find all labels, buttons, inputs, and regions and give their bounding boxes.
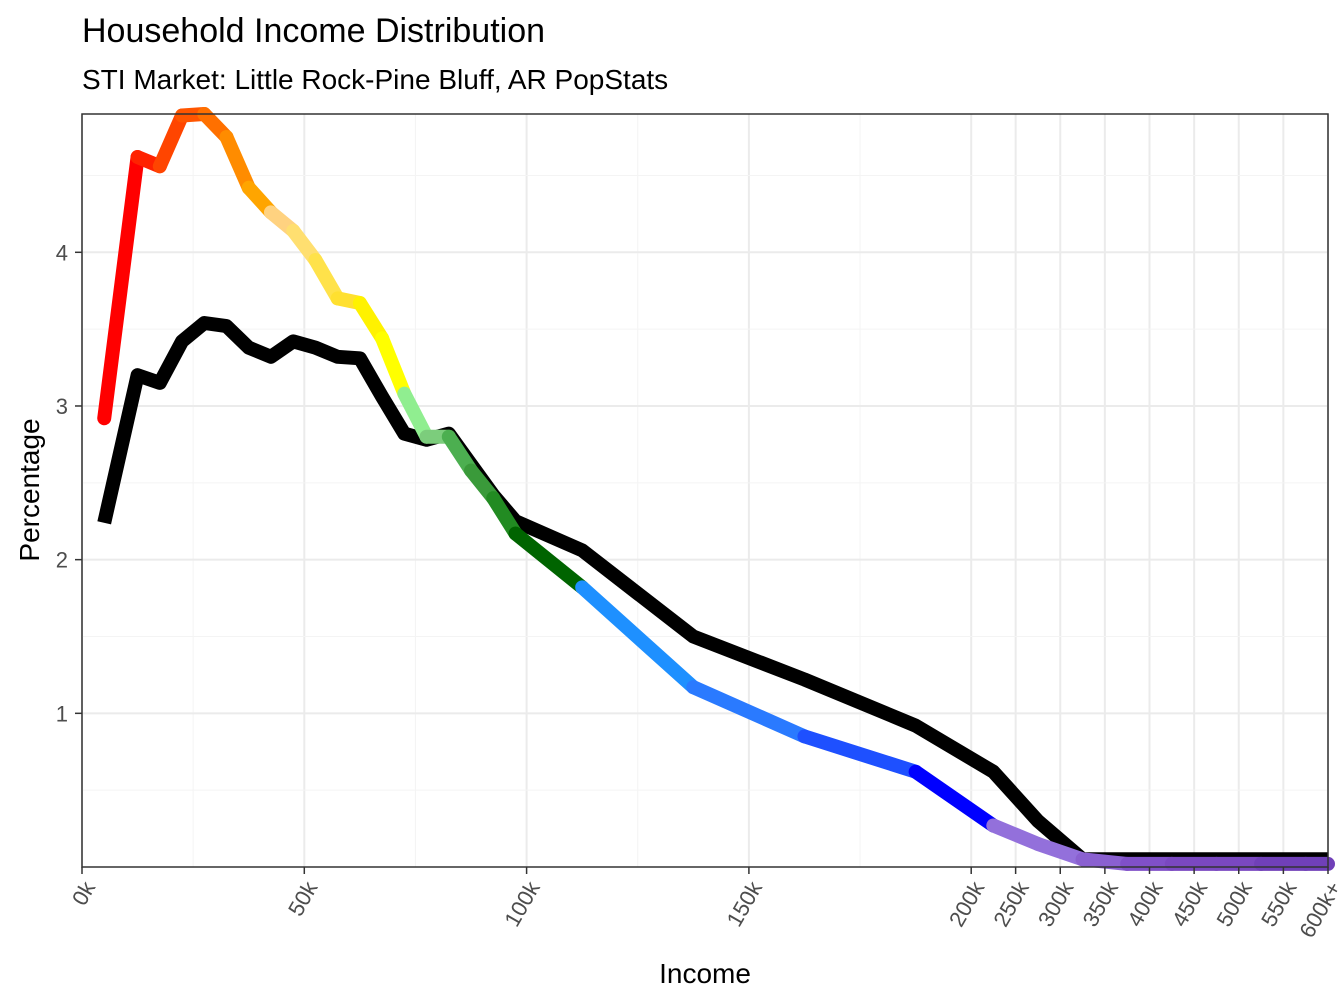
series-segment (986, 818, 1045, 851)
x-tick-label: 50k (283, 876, 323, 920)
x-tick-label: 300k (1033, 876, 1079, 931)
y-tick-label: 2 (56, 548, 68, 573)
chart-title: Household Income Distribution (82, 12, 546, 50)
series-segment (908, 764, 1001, 833)
x-tick-label: 250k (988, 876, 1034, 931)
series-segment (375, 331, 412, 401)
series-layer (97, 107, 1335, 871)
x-tick-label: 100k (499, 876, 545, 931)
series-segment (508, 526, 590, 595)
x-axis-label: Income (659, 958, 751, 989)
y-tick-label: 1 (56, 701, 68, 726)
series-segment (152, 108, 190, 174)
series-segment (686, 680, 812, 744)
x-tick-label: 450k (1167, 876, 1213, 931)
x-tick-label: 550k (1256, 876, 1302, 931)
x-tick-label: 350k (1078, 876, 1124, 931)
series-segment (1030, 836, 1090, 867)
series-segment (397, 386, 434, 444)
x-tick-label: 600k+ (1294, 877, 1344, 942)
x-tick-label: 500k (1211, 876, 1257, 931)
series-segment (797, 729, 923, 779)
series-segment (219, 130, 256, 195)
x-tick-label: 0k (67, 876, 101, 909)
plot-border (81, 113, 1329, 868)
series-segment (308, 252, 345, 306)
series-segment (575, 580, 701, 695)
x-tick-label: 150k (722, 876, 768, 931)
x-tick-label: 400k (1122, 876, 1168, 931)
x-tick-label: 200k (944, 876, 990, 931)
y-tick-label: 3 (56, 394, 68, 419)
grid-layer (81, 114, 1329, 867)
series-line-black (97, 316, 1328, 867)
y-tick-label: 4 (56, 240, 68, 265)
series-segment (97, 150, 145, 426)
series-segment (1075, 852, 1135, 871)
chart-subtitle: STI Market: Little Rock-Pine Bluff, AR P… (82, 64, 669, 95)
